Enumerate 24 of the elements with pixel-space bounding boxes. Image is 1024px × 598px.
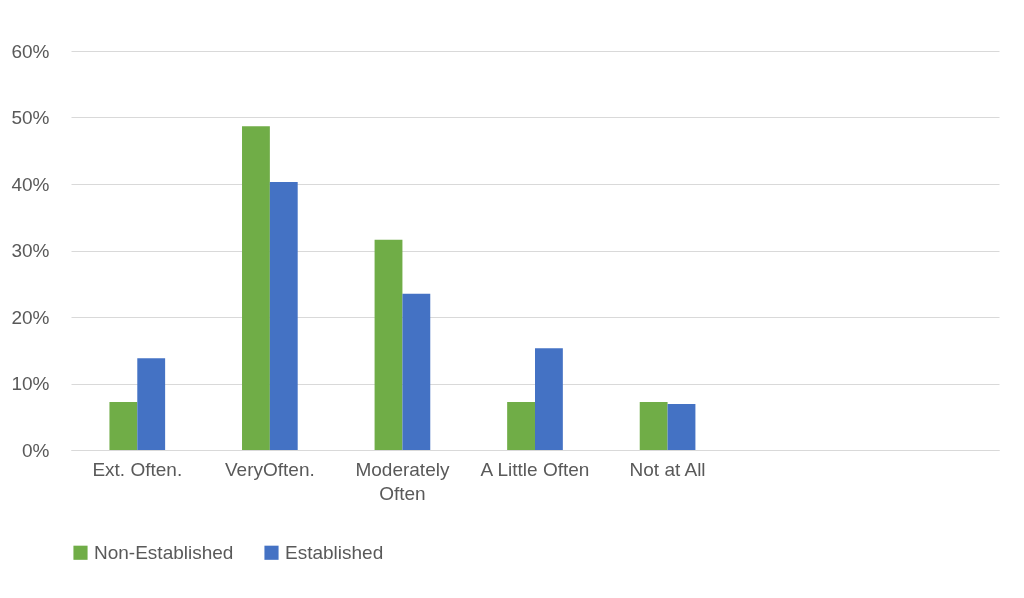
bar bbox=[109, 402, 138, 450]
x-tick-label: A Little Often bbox=[480, 458, 590, 480]
bar bbox=[535, 348, 563, 450]
x-tick-label: Not at All bbox=[629, 458, 706, 480]
bar bbox=[402, 293, 431, 450]
bar bbox=[667, 404, 696, 450]
y-tick-label: 20% bbox=[11, 306, 50, 328]
y-tick-label: 40% bbox=[11, 173, 50, 195]
x-tick-label: Ext. Often. bbox=[92, 458, 183, 480]
bar bbox=[269, 182, 298, 450]
y-tick-label: 30% bbox=[11, 240, 50, 261]
x-tick-label: VeryOften. bbox=[224, 458, 315, 480]
bar bbox=[507, 402, 535, 450]
bar bbox=[137, 358, 166, 450]
x-tick-label: Moderately Often bbox=[355, 458, 450, 504]
legend-label: Established bbox=[285, 541, 384, 563]
bar bbox=[242, 126, 270, 450]
bar bbox=[639, 402, 668, 450]
y-tick-label: 50% bbox=[11, 107, 50, 128]
bar bbox=[374, 239, 403, 450]
y-tick-label: 60% bbox=[11, 40, 50, 62]
y-tick-label: 0% bbox=[22, 439, 50, 461]
y-tick-label: 10% bbox=[11, 373, 50, 394]
legend-label: Non-Established bbox=[94, 541, 234, 563]
